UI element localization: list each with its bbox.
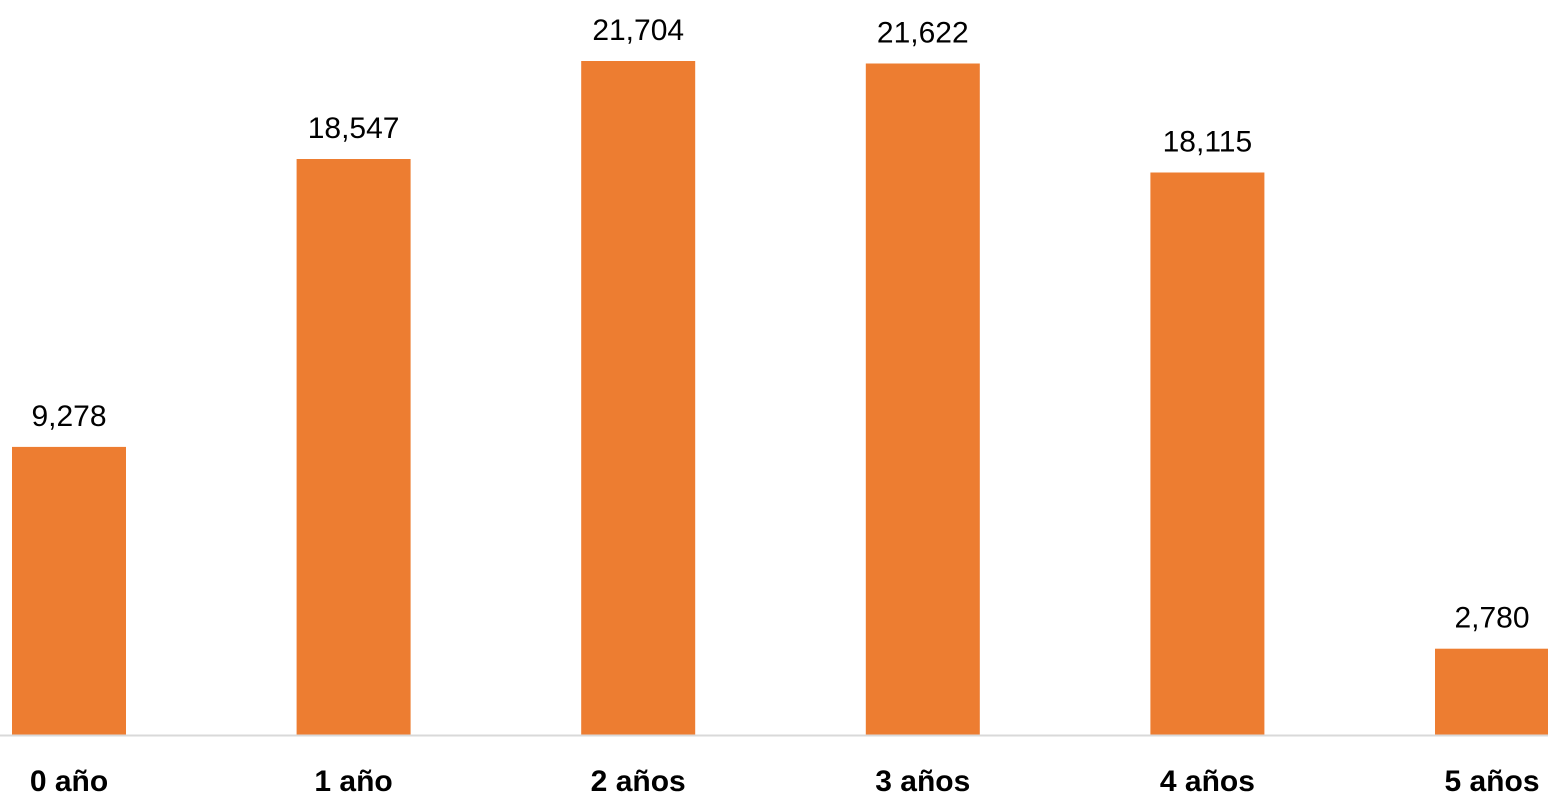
x-tick-label: 0 año — [30, 765, 108, 797]
x-tick-label: 1 año — [314, 765, 392, 797]
x-tick-label: 2 años — [591, 765, 686, 797]
x-tick-label: 5 años — [1444, 765, 1539, 797]
data-label: 21,704 — [592, 14, 684, 47]
bar — [296, 159, 411, 735]
bar — [865, 63, 980, 735]
bar — [12, 446, 126, 735]
bar — [1150, 172, 1265, 735]
x-tick-label: 4 años — [1160, 765, 1255, 797]
data-label: 2,780 — [1454, 602, 1529, 635]
data-label: 21,622 — [877, 17, 969, 50]
data-label: 9,278 — [31, 400, 106, 433]
bar — [581, 61, 696, 735]
data-label: 18,115 — [1163, 126, 1253, 159]
category-labels-group: 0 año 1 año 2 años 3 años 4 años 5 años — [30, 765, 1540, 797]
bar — [1435, 648, 1548, 735]
x-tick-label: 3 años — [875, 765, 970, 797]
data-label: 18,547 — [308, 112, 400, 145]
value-labels-group: 9,278 18,547 21,704 21,622 18,115 2,780 — [31, 14, 1529, 635]
bars-group — [12, 61, 1548, 735]
